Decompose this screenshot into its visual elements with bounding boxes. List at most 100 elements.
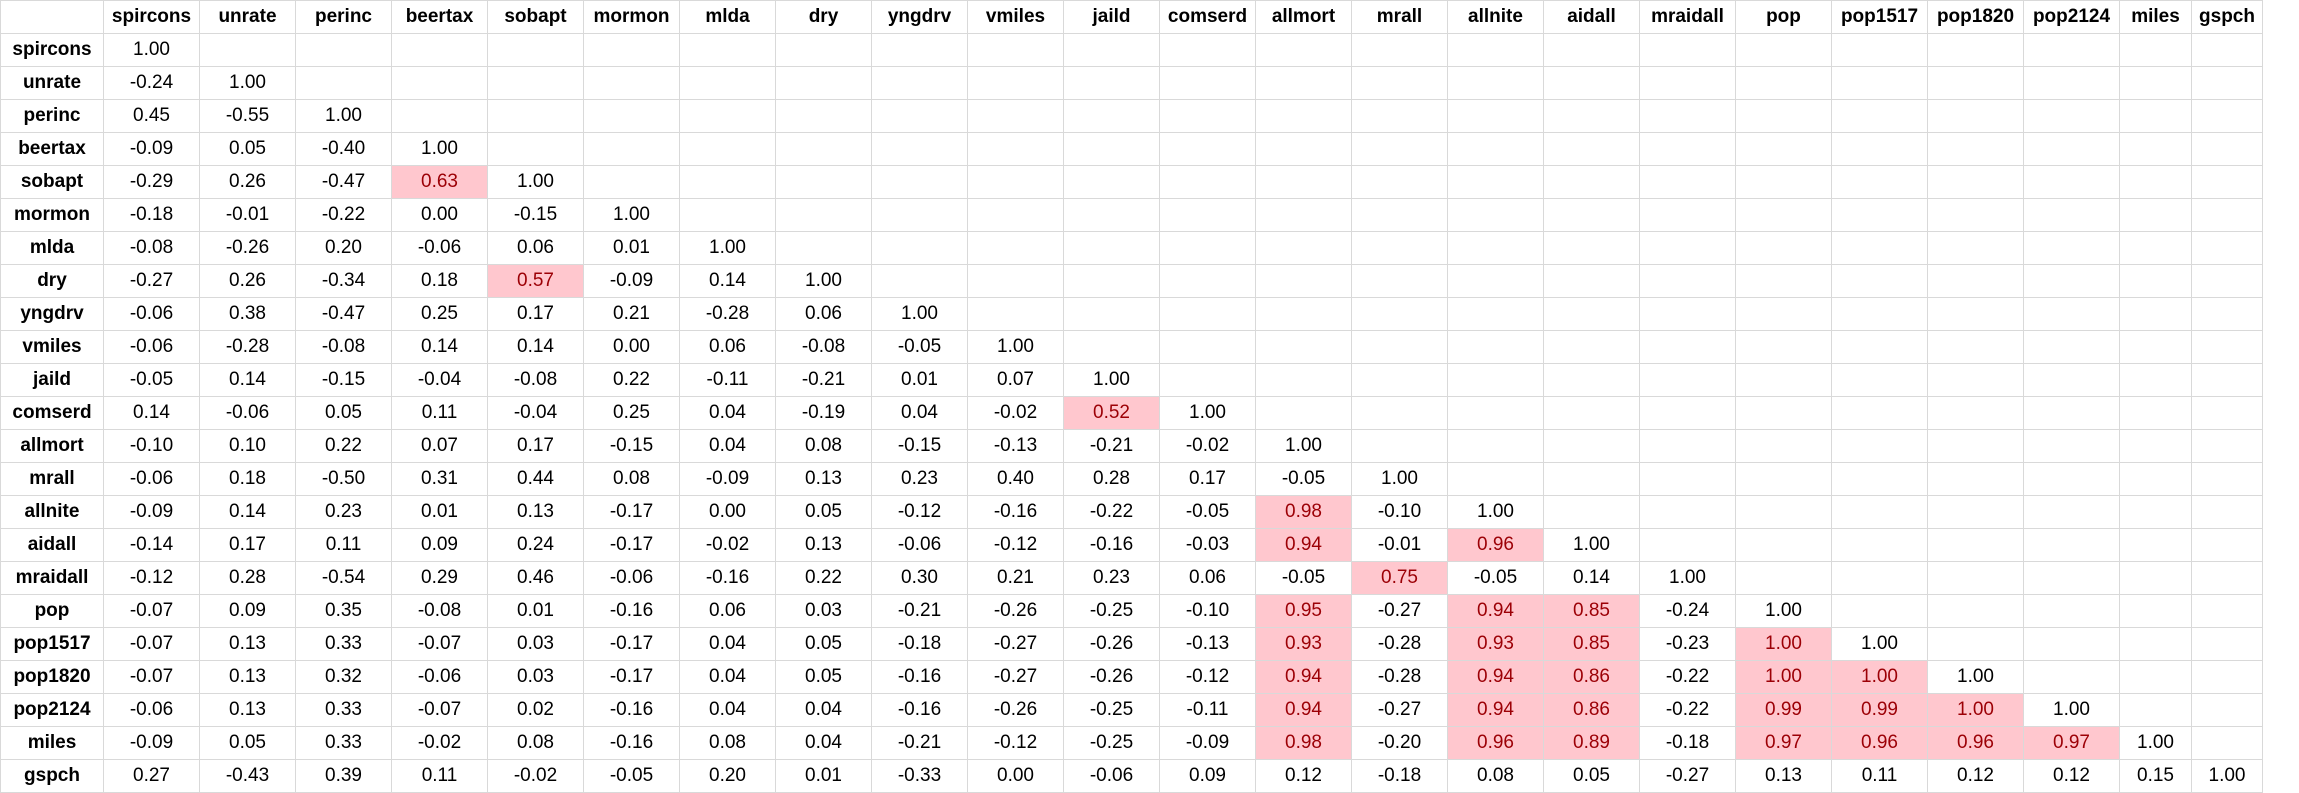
empty-cell — [2191, 528, 2263, 562]
correlation-cell: -0.02 — [487, 759, 584, 793]
correlation-cell: 1.00 — [1255, 429, 1352, 463]
correlation-cell: 0.04 — [775, 726, 872, 760]
column-header: miles — [2119, 0, 2192, 34]
empty-cell — [1543, 33, 1640, 67]
empty-cell — [967, 231, 1064, 265]
column-header: vmiles — [967, 0, 1064, 34]
correlation-cell: 0.13 — [199, 627, 296, 661]
column-header: mlda — [679, 0, 776, 34]
correlation-cell: 1.00 — [1063, 363, 1160, 397]
correlation-cell: 0.00 — [967, 759, 1064, 793]
row-header: vmiles — [0, 330, 104, 364]
correlation-cell: 0.17 — [487, 429, 584, 463]
correlation-cell: 0.05 — [1543, 759, 1640, 793]
table-row: beertax -0.09 0.05 -0.40 1.00 — [0, 132, 2263, 166]
empty-cell — [1447, 231, 1544, 265]
empty-cell — [679, 132, 776, 166]
row-header: sobapt — [0, 165, 104, 199]
empty-cell — [1255, 231, 1352, 265]
column-header: mraidall — [1639, 0, 1736, 34]
correlation-cell: 1.00 — [1831, 627, 1928, 661]
empty-cell — [1735, 165, 1832, 199]
empty-cell — [2023, 132, 2120, 166]
correlation-cell: 0.08 — [487, 726, 584, 760]
empty-cell — [1639, 363, 1736, 397]
correlation-cell: -0.15 — [871, 429, 968, 463]
correlation-cell: -0.23 — [1639, 627, 1736, 661]
correlation-cell: 1.00 — [295, 99, 392, 133]
table-row: perinc 0.45 -0.55 1.00 — [0, 99, 2263, 133]
correlation-cell: 0.14 — [199, 363, 296, 397]
empty-cell — [2023, 396, 2120, 430]
row-header: miles — [0, 726, 104, 760]
correlation-cell: 0.39 — [295, 759, 392, 793]
correlation-cell: 0.18 — [199, 462, 296, 496]
correlation-cell: -0.03 — [1159, 528, 1256, 562]
empty-cell — [1351, 396, 1448, 430]
empty-cell — [1063, 165, 1160, 199]
row-header: dry — [0, 264, 104, 298]
table-row: mormon -0.18 -0.01 -0.22 0.00 -0.15 1.00 — [0, 198, 2263, 232]
correlation-cell: -0.05 — [1255, 462, 1352, 496]
correlation-cell: -0.04 — [487, 396, 584, 430]
empty-cell — [2191, 132, 2263, 166]
correlation-cell: -0.18 — [103, 198, 200, 232]
empty-cell — [583, 132, 680, 166]
empty-cell — [1063, 66, 1160, 100]
table-row: jaild -0.05 0.14 -0.15 -0.04 -0.08 0.22 -0.11 -0… — [0, 363, 2263, 397]
correlation-cell: -0.09 — [103, 495, 200, 529]
correlation-cell: -0.16 — [583, 693, 680, 727]
empty-cell — [2023, 264, 2120, 298]
correlation-cell: -0.29 — [103, 165, 200, 199]
correlation-cell: 0.33 — [295, 726, 392, 760]
empty-cell — [679, 33, 776, 67]
correlation-cell: 0.94 — [1255, 528, 1352, 562]
correlation-cell: -0.12 — [967, 528, 1064, 562]
correlation-cell: 0.11 — [1831, 759, 1928, 793]
row-header: pop2124 — [0, 693, 104, 727]
correlation-cell: -0.10 — [103, 429, 200, 463]
empty-cell — [2119, 594, 2192, 628]
row-header: unrate — [0, 66, 104, 100]
empty-cell — [1255, 198, 1352, 232]
correlation-cell: -0.05 — [1255, 561, 1352, 595]
empty-cell — [295, 33, 392, 67]
empty-cell — [967, 132, 1064, 166]
correlation-cell: 0.20 — [295, 231, 392, 265]
correlation-cell: -0.22 — [295, 198, 392, 232]
correlation-cell: -0.09 — [103, 132, 200, 166]
correlation-cell: 0.21 — [583, 297, 680, 331]
correlation-cell: -0.07 — [391, 627, 488, 661]
correlation-cell: 1.00 — [1927, 660, 2024, 694]
empty-cell — [1159, 198, 1256, 232]
column-header: yngdrv — [871, 0, 968, 34]
empty-cell — [583, 66, 680, 100]
correlation-cell: 0.01 — [775, 759, 872, 793]
empty-cell — [1063, 297, 1160, 331]
correlation-cell: -0.24 — [103, 66, 200, 100]
correlation-cell: 0.85 — [1543, 627, 1640, 661]
table-row: unrate -0.24 1.00 — [0, 66, 2263, 100]
correlation-cell: -0.16 — [871, 660, 968, 694]
correlation-cell: 0.29 — [391, 561, 488, 595]
correlation-cell: -0.34 — [295, 264, 392, 298]
empty-cell — [1735, 297, 1832, 331]
empty-cell — [1735, 429, 1832, 463]
empty-cell — [1927, 528, 2024, 562]
correlation-cell: 0.96 — [1927, 726, 2024, 760]
correlation-cell: 0.13 — [199, 693, 296, 727]
correlation-cell: -0.06 — [1063, 759, 1160, 793]
correlation-cell: -0.26 — [967, 693, 1064, 727]
column-header: pop — [1735, 0, 1832, 34]
correlation-cell: -0.05 — [1447, 561, 1544, 595]
correlation-cell: 0.07 — [391, 429, 488, 463]
correlation-cell: -0.10 — [1159, 594, 1256, 628]
empty-cell — [967, 264, 1064, 298]
correlation-cell: 1.00 — [775, 264, 872, 298]
correlation-cell: 0.63 — [391, 165, 488, 199]
empty-cell — [871, 198, 968, 232]
empty-cell — [1927, 561, 2024, 595]
empty-cell — [871, 66, 968, 100]
row-header: jaild — [0, 363, 104, 397]
correlation-cell: 0.04 — [775, 693, 872, 727]
